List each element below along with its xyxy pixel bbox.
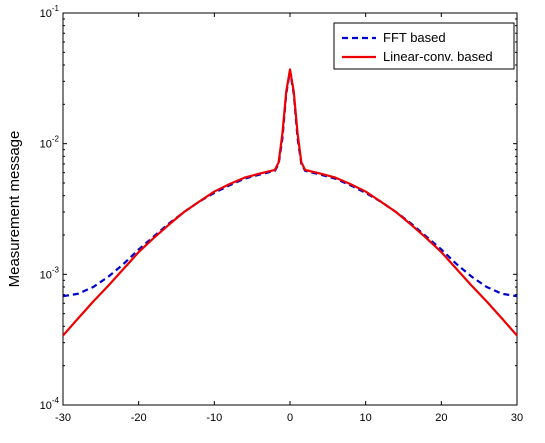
y-tick-label: 10-4	[40, 396, 60, 412]
legend-box	[333, 22, 515, 70]
y-axis-label: Measurement message	[6, 131, 23, 288]
plot-area	[62, 12, 518, 406]
series-line-linear-conv-based	[62, 68, 518, 337]
legend-label: Linear-conv. based	[383, 49, 493, 64]
axis-ticks: -30 -20 -10 0 10 20 30 10-4 10-3 10-2 10-1	[40, 4, 524, 424]
series-layer	[62, 68, 518, 337]
x-tick-label: -30	[55, 412, 71, 424]
legend-label: FFT based	[383, 30, 446, 45]
x-tick-label: 30	[511, 412, 523, 424]
y-tick-label: 10-1	[40, 4, 60, 20]
x-tick-label: 0	[287, 412, 293, 424]
x-tick-label: 10	[360, 412, 372, 424]
y-tick-label: 10-3	[40, 265, 60, 281]
x-tick-label: 20	[435, 412, 447, 424]
legend: FFT based Linear-conv. based	[333, 22, 515, 70]
x-tick-label: -20	[131, 412, 147, 424]
y-tick-label: 10-2	[40, 135, 60, 151]
x-tick-label: -10	[206, 412, 222, 424]
